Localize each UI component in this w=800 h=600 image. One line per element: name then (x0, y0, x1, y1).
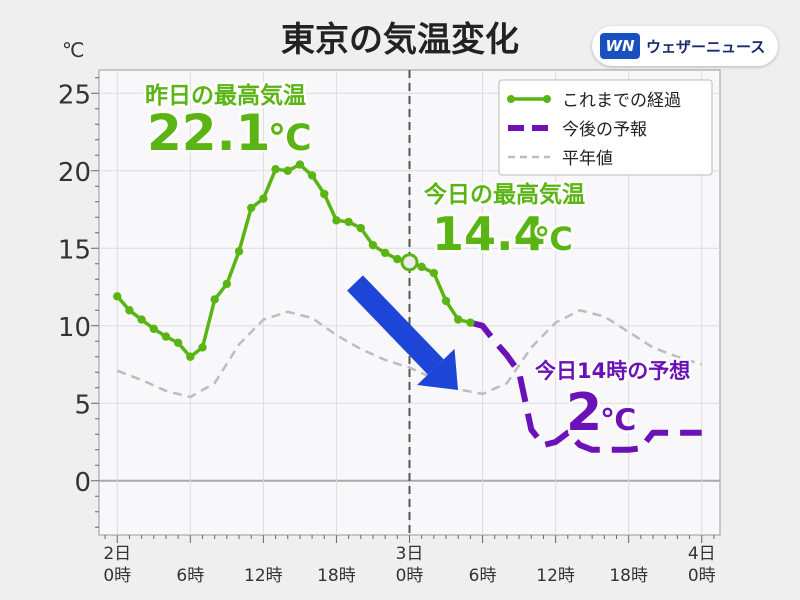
observed-point (466, 318, 475, 327)
observed-point (210, 295, 219, 304)
legend-observed-marker (507, 95, 515, 103)
current-temp-marker (400, 253, 419, 272)
yesterday-max-label: 昨日の最高気温 (145, 82, 306, 109)
observed-point (259, 194, 268, 203)
legend-forecast-label: 今後の予報 (562, 120, 647, 140)
weathernews-badge: WN ウェザーニュース (592, 26, 778, 66)
trend-arrow-shaft (347, 275, 444, 375)
observed-point (332, 216, 341, 225)
y-tick-label: 25 (58, 80, 91, 110)
observed-point (344, 217, 353, 227)
today-max-value: 14.4 (432, 207, 546, 261)
observed-point (125, 306, 134, 315)
brand-name: ウェザーニュース (646, 37, 766, 56)
today-max-label: 今日の最高気温 (424, 181, 585, 208)
observed-point (429, 268, 439, 278)
observed-point (295, 160, 305, 169)
observed-point (198, 343, 207, 352)
observed-point (380, 248, 390, 258)
observed-point (234, 247, 244, 256)
observed-point (368, 240, 378, 250)
x-tick-hour: 6時 (469, 566, 497, 586)
forecast-value: 2 (566, 383, 602, 443)
series-normal-line (116, 308, 703, 399)
observed-point (161, 332, 171, 341)
y-tick-label: 5 (74, 390, 91, 420)
chart-title: 東京の気温変化 (281, 20, 519, 60)
x-tick-hour: 0時 (688, 566, 716, 586)
forecast-label: 今日14時の予想 (535, 359, 690, 383)
observed-point (247, 203, 256, 213)
legend-observed-marker (543, 95, 551, 103)
y-axis-unit: ℃ (62, 38, 85, 62)
x-tick-hour: 12時 (536, 566, 575, 586)
trend-arrow-icon (417, 348, 458, 390)
observed-point (222, 279, 232, 289)
y-tick-label: 10 (58, 313, 91, 343)
observed-point (307, 171, 317, 180)
legend-normal-label: 平年値 (562, 149, 613, 169)
observed-point (441, 296, 451, 306)
x-tick-hour: 6時 (176, 566, 204, 586)
observed-point (149, 324, 158, 334)
observed-point (283, 166, 292, 175)
observed-point (320, 189, 329, 199)
today-max-unit: ℃ (534, 220, 573, 258)
observed-point (417, 262, 426, 272)
observed-point (113, 292, 122, 301)
observed-point (137, 315, 146, 324)
y-tick-label: 20 (58, 158, 91, 188)
legend-box (498, 79, 713, 176)
observed-point (173, 338, 183, 347)
observed-point (356, 223, 365, 233)
observed-point (393, 254, 402, 264)
yesterday-max-value: 22.1 (147, 104, 270, 162)
weathernews-logo-icon: WN (600, 33, 640, 59)
x-tick-hour: 0時 (396, 566, 424, 586)
x-tick-date: 2日 (103, 544, 131, 564)
series-forecast-line (469, 319, 702, 453)
y-tick-label: 15 (58, 235, 91, 265)
forecast-unit: ℃ (600, 403, 636, 438)
x-tick-hour: 18時 (317, 566, 356, 586)
x-tick-hour: 18時 (609, 566, 648, 586)
x-tick-date: 3日 (396, 544, 424, 564)
legend-observed-label: これまでの経過 (562, 91, 681, 111)
observed-point (186, 352, 195, 361)
yesterday-max-unit: ℃ (268, 118, 312, 159)
observed-point (271, 165, 280, 174)
x-tick-hour: 0時 (103, 566, 131, 586)
y-tick-label: 0 (74, 468, 91, 498)
x-tick-date: 4日 (688, 544, 716, 564)
x-tick-hour: 12時 (244, 566, 283, 586)
observed-point (454, 315, 463, 324)
